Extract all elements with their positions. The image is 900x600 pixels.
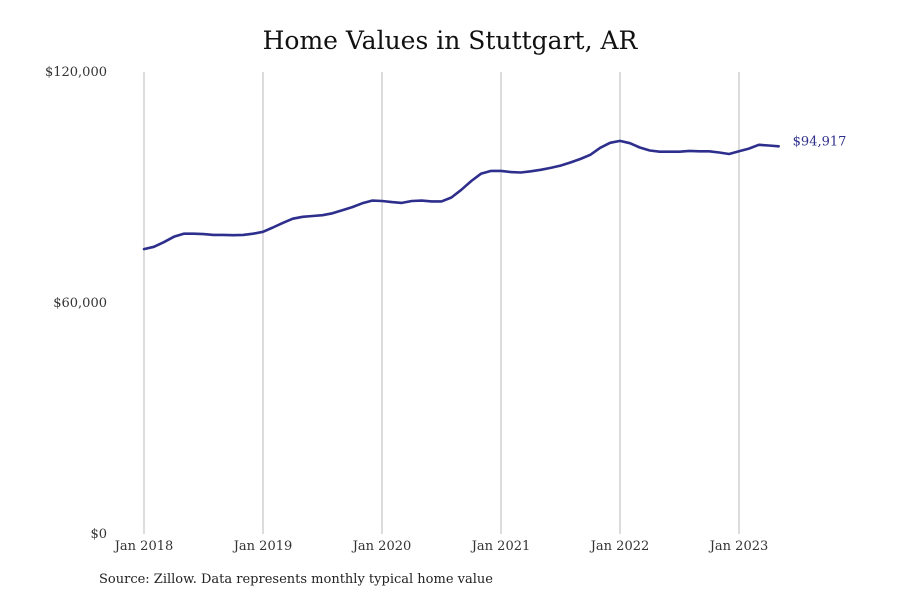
x-tick-label: Jan 2020	[351, 539, 412, 554]
x-tick-label: Jan 2022	[589, 539, 650, 554]
x-tick-label: Jan 2019	[232, 539, 293, 554]
x-axis: Jan 2018 Jan 2019 Jan 2020 Jan 2021 Jan 2022…	[113, 539, 769, 554]
end-value-label: $94,917	[793, 134, 847, 149]
y-tick-label: $120,000	[45, 65, 107, 80]
source-note: Source: Zillow. Data represents monthly …	[99, 572, 493, 587]
y-axis: $0 $60,000 $120,000	[45, 65, 107, 542]
y-tick-label: $0	[90, 527, 107, 542]
x-tick-label: Jan 2023	[708, 539, 769, 554]
chart-title: Home Values in Stuttgart, AR	[262, 26, 638, 55]
x-tick-label: Jan 2021	[470, 539, 531, 554]
y-tick-label: $60,000	[53, 296, 107, 311]
label-layer: $94,917	[793, 134, 847, 149]
series-line	[142, 139, 781, 251]
gridlines	[143, 72, 740, 534]
series-layer	[142, 139, 781, 251]
x-tick-label: Jan 2018	[113, 539, 174, 554]
